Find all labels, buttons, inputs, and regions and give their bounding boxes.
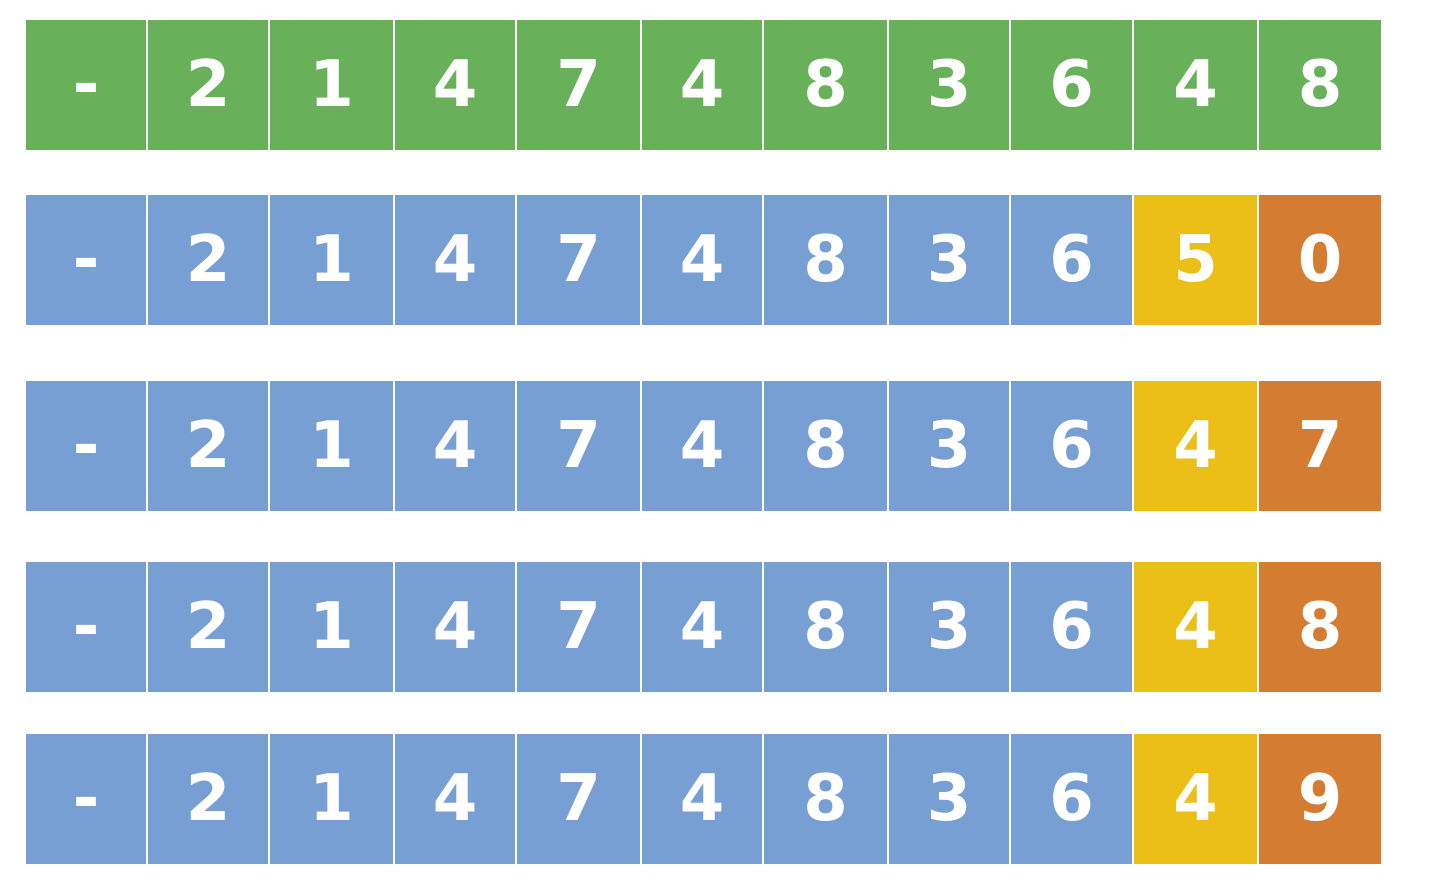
digit-cell: 4 — [395, 195, 517, 325]
digit-cell: 6 — [1011, 20, 1134, 150]
digit-cell: - — [26, 20, 148, 150]
digit-cell: 7 — [517, 20, 642, 150]
digit-cell: 4 — [395, 734, 517, 864]
digit-cell: 4 — [642, 734, 764, 864]
digit-cell: 8 — [764, 734, 889, 864]
digit-cell: 3 — [889, 734, 1011, 864]
digit-cell: 2 — [148, 381, 270, 511]
digit-cell: 3 — [889, 20, 1011, 150]
digit-cell: 1 — [270, 734, 395, 864]
digit-cell: 7 — [517, 195, 642, 325]
digit-cell: 8 — [764, 381, 889, 511]
digit-cell: 8 — [764, 195, 889, 325]
digit-cell: 7 — [517, 562, 642, 692]
digit-cell: 4 — [1134, 381, 1259, 511]
digit-cell: 6 — [1011, 195, 1134, 325]
digit-cell: 8 — [1259, 20, 1381, 150]
digit-cell: 7 — [517, 734, 642, 864]
digit-cell: 2 — [148, 195, 270, 325]
digit-cell: 2 — [148, 562, 270, 692]
digit-cell: 0 — [1259, 195, 1381, 325]
digit-cell: 4 — [1134, 562, 1259, 692]
digit-cell: - — [26, 381, 148, 511]
digit-cell: - — [26, 195, 148, 325]
digit-cell: 8 — [1259, 562, 1381, 692]
digit-cell: 1 — [270, 381, 395, 511]
digit-cell: 4 — [642, 195, 764, 325]
digit-cell: 3 — [889, 195, 1011, 325]
digit-cell: 4 — [642, 562, 764, 692]
digit-cell: - — [26, 562, 148, 692]
digit-cell: 6 — [1011, 562, 1134, 692]
digit-cell: 1 — [270, 195, 395, 325]
digit-cell: 8 — [764, 562, 889, 692]
digit-cell: 7 — [517, 381, 642, 511]
digit-cell: 1 — [270, 20, 395, 150]
digit-cell: 4 — [395, 381, 517, 511]
digit-cell: 4 — [642, 381, 764, 511]
digit-cell: 2 — [148, 20, 270, 150]
digit-cell: 7 — [1259, 381, 1381, 511]
digit-cell: 8 — [764, 20, 889, 150]
digit-cell: 4 — [1134, 734, 1259, 864]
digit-cell: 3 — [889, 381, 1011, 511]
digit-cell: 9 — [1259, 734, 1381, 864]
digit-cell: 1 — [270, 562, 395, 692]
digit-cell: 4 — [395, 562, 517, 692]
digit-cell: 4 — [395, 20, 517, 150]
digit-cell: 2 — [148, 734, 270, 864]
digit-cell: 3 — [889, 562, 1011, 692]
digit-cell: - — [26, 734, 148, 864]
digit-cell: 5 — [1134, 195, 1259, 325]
digit-cell: 4 — [642, 20, 764, 150]
digit-cell: 6 — [1011, 734, 1134, 864]
digit-cell: 4 — [1134, 20, 1259, 150]
digit-cell: 6 — [1011, 381, 1134, 511]
